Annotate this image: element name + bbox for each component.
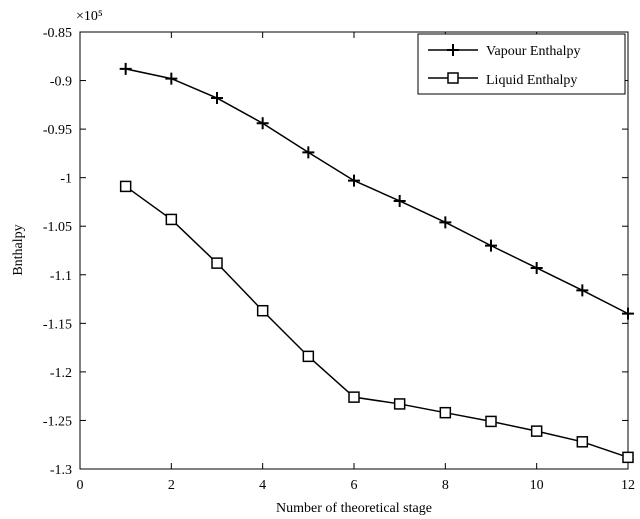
data-point-square [485,415,497,428]
data-point-plus [439,216,452,229]
x-tick-label: 0 [77,478,84,493]
legend-marker-plus [447,44,459,56]
x-tick-label: 4 [259,478,266,493]
x-tick-label: 6 [351,478,358,493]
y-tick-label: -0.9 [50,75,72,90]
data-point-plus [302,146,315,159]
data-point-square [622,451,634,464]
data-point-square [439,406,452,419]
x-tick-label: 8 [442,478,449,493]
y-multiplier-label: ×10⁵ [76,9,103,24]
y-tick-label: -1.1 [50,269,72,284]
data-point-square [393,398,406,410]
data-point-plus [576,284,589,297]
data-point-plus [348,174,360,187]
series-line [125,68,629,315]
x-tick-label: 10 [530,478,544,493]
data-point-square [530,425,543,437]
data-point-plus [530,261,543,274]
series-vapour [119,62,634,320]
y-tick-label: -1.25 [43,414,72,429]
data-point-plus [393,194,406,207]
series-line [125,185,629,459]
data-point-square [119,180,132,193]
x-tick-label: 2 [168,478,175,493]
legend-label-vapour: Vapour Enthalpy [486,44,580,59]
data-point-square [256,304,269,317]
y-tick-label: -0.95 [43,123,72,138]
data-point-square [165,213,178,226]
y-tick-label: -1.2 [50,366,72,381]
data-point-square [211,257,223,269]
axis-tick-labels: 0 2 4 6 8 10 12 -0.85 -0.9 -0.95 -1 -1.05 -1.1 -1.15 -… [43,26,635,493]
series-liquid [119,180,634,464]
legend-marker-square [447,72,459,84]
data-point-square [302,350,315,363]
data-point-plus [622,307,634,320]
legend-label-liquid: Liquid Enthalpy [486,73,577,88]
plot-area [79,31,629,470]
x-axis-title: Number of theoretical stage [276,501,432,516]
data-point-plus [165,72,178,85]
x-tick-label: 12 [621,478,635,493]
data-point-plus [211,92,223,105]
series-layer [119,62,634,464]
y-tick-label: -1.3 [50,463,72,478]
data-point-square [576,436,589,448]
y-tick-label: -1.15 [43,317,72,332]
y-tick-label: -0.85 [43,26,72,41]
data-point-plus [256,117,269,130]
y-axis-title: Bnthalpy [11,224,26,275]
data-point-square [348,391,360,403]
legend: Vapour Enthalpy Liquid Enthalpy [417,33,626,95]
y-tick-label: -1.05 [43,220,72,235]
y-tick-label: -1 [60,172,72,187]
data-point-plus [485,239,497,252]
data-point-plus [119,62,132,75]
